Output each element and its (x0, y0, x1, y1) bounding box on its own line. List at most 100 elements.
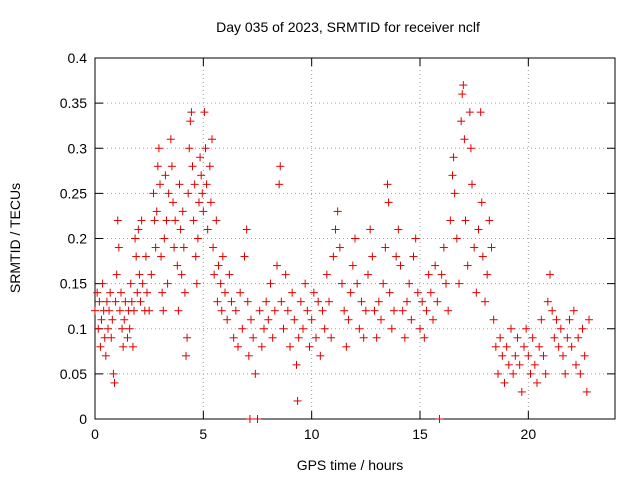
data-point (468, 180, 476, 189)
data-point (556, 324, 565, 333)
data-point (174, 306, 183, 315)
data-point (359, 333, 368, 342)
data-point (132, 252, 141, 261)
data-point (368, 252, 377, 261)
data-point (390, 306, 398, 315)
data-point (206, 198, 215, 207)
data-point (193, 234, 202, 243)
data-point (119, 342, 128, 351)
data-point (578, 324, 587, 333)
data-point (372, 333, 381, 342)
data-point (502, 342, 511, 351)
data-point (420, 333, 429, 342)
data-point (167, 162, 176, 171)
data-point (348, 261, 357, 270)
data-point (346, 288, 355, 297)
data-point (487, 243, 496, 252)
data-point (585, 315, 593, 324)
data-point (127, 297, 136, 306)
data-point (247, 315, 255, 324)
data-point (303, 306, 312, 315)
data-point (208, 135, 216, 144)
data-point (138, 279, 147, 288)
data-point (452, 234, 461, 243)
data-point (223, 315, 232, 324)
data-point (164, 189, 173, 198)
data-point (190, 180, 199, 189)
data-point (450, 189, 459, 198)
x-tick-label: 0 (91, 426, 99, 442)
data-point (270, 306, 279, 315)
data-point (243, 297, 252, 306)
data-point (500, 378, 509, 387)
data-point (416, 324, 424, 333)
data-point (93, 288, 102, 297)
data-point (112, 270, 121, 279)
data-point (446, 216, 455, 225)
data-point (394, 225, 403, 234)
data-point (96, 342, 105, 351)
data-point (188, 162, 197, 171)
data-point (511, 351, 520, 360)
data-point (426, 288, 435, 297)
data-point (489, 315, 498, 324)
x-tick-label: 5 (199, 426, 207, 442)
data-point (187, 108, 196, 117)
data-point (472, 288, 481, 297)
data-point (357, 297, 366, 306)
data-point (203, 225, 212, 234)
data-point (218, 252, 227, 261)
data-point (407, 315, 416, 324)
data-point (485, 216, 494, 225)
data-point (509, 369, 518, 378)
data-point (273, 261, 281, 270)
data-point (307, 315, 316, 324)
y-tick-label: 0.25 (60, 185, 87, 201)
data-point (183, 333, 192, 342)
data-point (457, 117, 466, 126)
data-point (522, 324, 531, 333)
data-point (173, 261, 182, 270)
data-point (403, 297, 411, 306)
y-axis-label: SRMTID / TECUs (7, 183, 23, 293)
data-point (160, 234, 169, 243)
data-point (335, 243, 344, 252)
data-point (340, 306, 349, 315)
data-point (117, 288, 125, 297)
data-point (123, 333, 132, 342)
data-point (186, 117, 195, 126)
data-point (327, 333, 336, 342)
data-point (513, 333, 522, 342)
data-point (528, 333, 537, 342)
data-point (143, 288, 151, 297)
data-point (496, 333, 505, 342)
data-point (159, 306, 168, 315)
data-point (535, 342, 544, 351)
data-point (466, 144, 475, 153)
data-point (309, 288, 318, 297)
data-point (498, 351, 507, 360)
data-point (455, 279, 463, 288)
data-point (156, 180, 164, 189)
data-point (118, 324, 127, 333)
data-point (351, 234, 359, 243)
data-point (561, 369, 570, 378)
data-point (157, 252, 166, 261)
data-point (550, 333, 559, 342)
data-point (281, 270, 290, 279)
y-tick-label: 0 (79, 411, 87, 427)
data-point (305, 342, 314, 351)
data-point (275, 180, 284, 189)
data-point (225, 270, 234, 279)
data-point (175, 180, 184, 189)
data-point (192, 279, 201, 288)
data-point (249, 333, 258, 342)
y-tick-label: 0.15 (60, 276, 87, 292)
data-point (216, 279, 225, 288)
data-point (398, 306, 407, 315)
data-point (255, 306, 264, 315)
data-point (413, 288, 422, 297)
data-point (312, 333, 320, 342)
data-point (574, 333, 583, 342)
